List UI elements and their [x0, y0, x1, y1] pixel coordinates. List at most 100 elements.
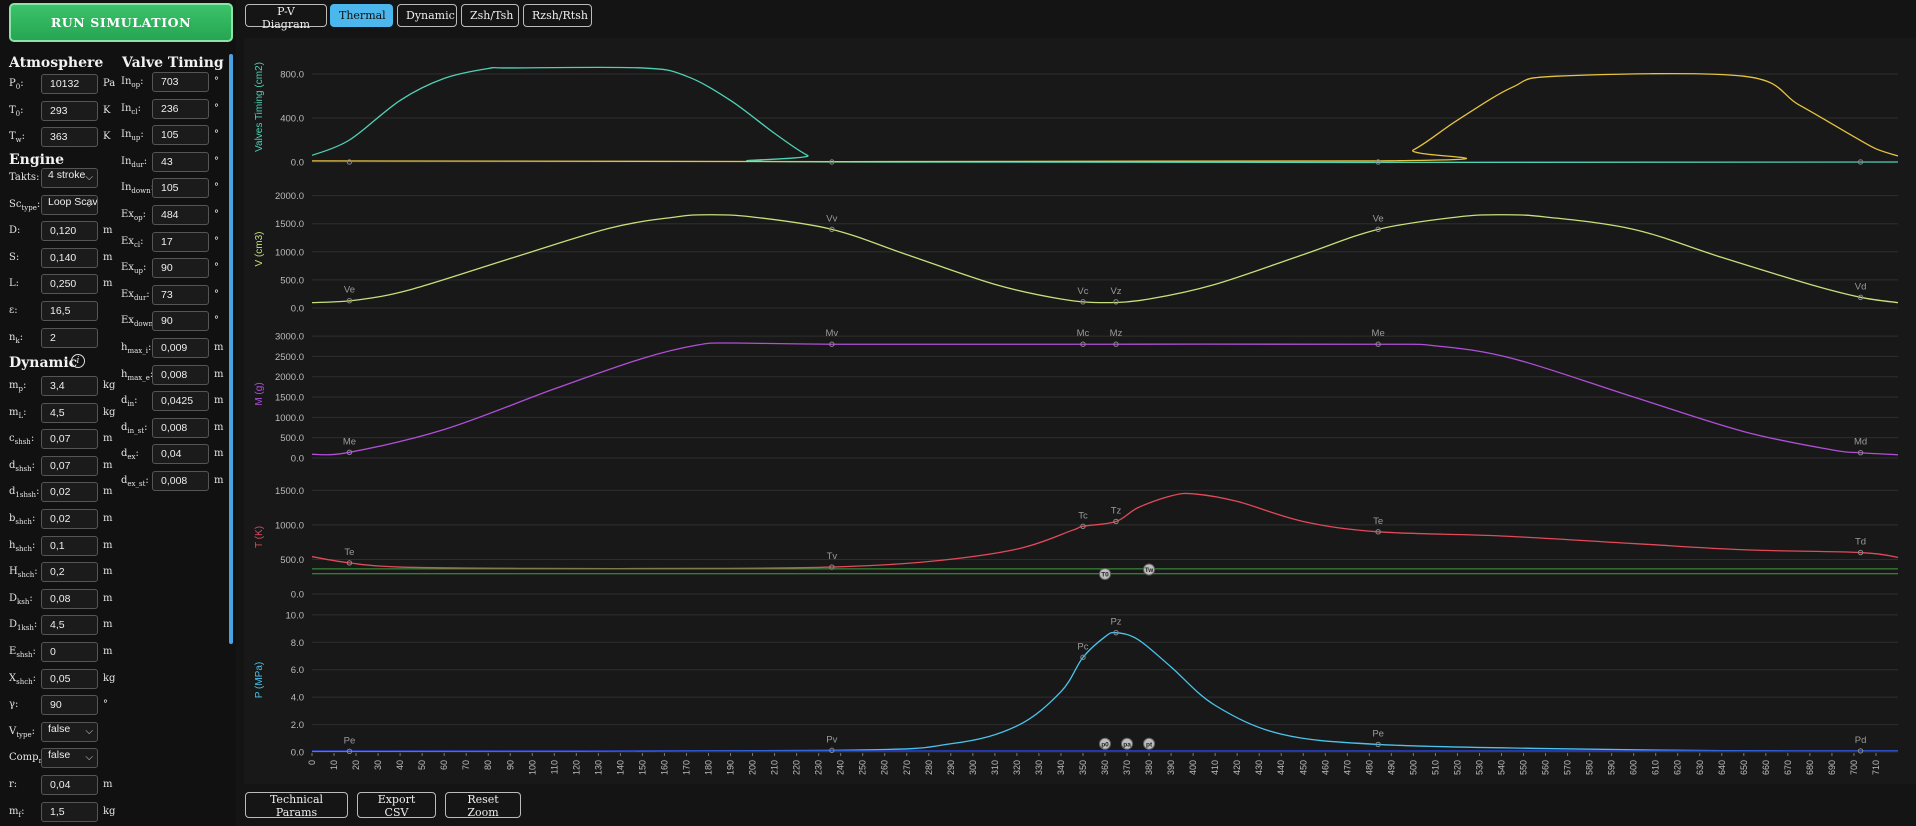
tab-zsh-tsh[interactable]: Zsh/Tsh: [461, 4, 519, 27]
param-input[interactable]: [41, 376, 98, 396]
tab-thermal[interactable]: Thermal: [330, 4, 393, 27]
param-input[interactable]: [152, 364, 209, 385]
param-input[interactable]: [41, 615, 98, 636]
x-tick-label: 200: [748, 760, 758, 775]
data-point-marker: [346, 748, 353, 755]
tab-rzsh-rtsh[interactable]: Rzsh/Rtsh: [523, 4, 592, 27]
param-input[interactable]: [152, 471, 209, 491]
param-input[interactable]: [41, 535, 98, 556]
data-point-marker: [1113, 299, 1119, 305]
param-input[interactable]: [41, 455, 98, 476]
param-input[interactable]: [41, 127, 98, 148]
param-subscript: cl: [133, 240, 141, 249]
param-subscript: shch: [15, 518, 32, 526]
point-label: Te: [344, 547, 354, 558]
param-input[interactable]: [152, 417, 209, 438]
param-input[interactable]: [41, 509, 98, 529]
x-tick-label: 210: [770, 760, 780, 775]
panel-scrollbar[interactable]: [229, 54, 233, 644]
export-csv-button[interactable]: Export CSV: [357, 792, 436, 819]
legend-badge[interactable]: [1121, 737, 1134, 750]
param-input[interactable]: [41, 402, 98, 423]
param-input[interactable]: [41, 588, 98, 609]
param-subscript: op: [133, 214, 143, 222]
x-tick-label: 90: [505, 760, 515, 770]
param-label: Takts:: [9, 172, 40, 183]
param-input[interactable]: [41, 247, 98, 268]
param-input[interactable]: [152, 72, 209, 92]
param-unit: m: [214, 368, 224, 380]
param-input[interactable]: [41, 668, 98, 689]
legend-badge[interactable]: [1099, 567, 1111, 580]
param-input[interactable]: [152, 258, 209, 279]
param-label: D1ksh:: [9, 619, 38, 633]
param-select[interactable]: 4 stroke ⌵: [41, 168, 98, 188]
technical-params-button[interactable]: Technical Params: [245, 792, 348, 819]
info-icon[interactable]: i: [71, 354, 85, 368]
param-input[interactable]: [41, 301, 98, 321]
x-tick-label: 670: [1783, 760, 1793, 775]
param-input[interactable]: [152, 284, 209, 305]
param-input[interactable]: [41, 801, 98, 822]
param-input[interactable]: [41, 327, 98, 348]
param-input[interactable]: [41, 482, 98, 503]
param-input[interactable]: [41, 74, 98, 94]
param-input[interactable]: [152, 311, 209, 332]
legend-badge[interactable]: [1143, 563, 1156, 576]
point-label: Pd: [1855, 735, 1867, 746]
param-unit: kg: [103, 805, 116, 817]
param-unit: °: [214, 76, 219, 87]
param-label: Inop:: [121, 76, 144, 89]
param-subscript: 1shsh: [15, 491, 37, 500]
y-axis-label: V (cm3): [254, 232, 265, 267]
param-input[interactable]: [152, 125, 209, 146]
param-input[interactable]: [41, 642, 98, 662]
tab-dynamic[interactable]: Dynamic: [397, 4, 457, 27]
param-input[interactable]: [152, 231, 209, 252]
x-tick-label: 180: [704, 760, 714, 775]
param-input[interactable]: [152, 338, 209, 358]
param-select[interactable]: Loop Scav ⌵: [41, 194, 98, 215]
point-label: Pc: [1077, 641, 1088, 652]
param-input[interactable]: [152, 205, 209, 225]
x-tick-label: 510: [1430, 760, 1440, 775]
x-tick-label: 250: [858, 760, 868, 775]
param-input[interactable]: [152, 98, 209, 119]
y-tick-label: 1500.0: [275, 219, 304, 230]
param-input[interactable]: [41, 274, 98, 295]
x-tick-label: 270: [902, 760, 912, 775]
param-select[interactable]: false ⌵: [41, 721, 98, 742]
x-tick-label: 320: [1012, 760, 1022, 775]
param-input[interactable]: [41, 562, 98, 583]
param-input[interactable]: [152, 391, 209, 412]
param-symbol: Ex: [121, 315, 134, 327]
run-simulation-button[interactable]: RUN SIMULATION: [9, 3, 233, 42]
thermal-chart-area[interactable]: 0.0 400.0 800.0 Valves Timing (cm2) 0.0 500.0…: [244, 38, 1916, 784]
param-label: Indur:: [121, 155, 148, 169]
param-input[interactable]: [41, 775, 98, 795]
legend-badge[interactable]: [1099, 737, 1111, 750]
chevron-down-icon: ⌵: [85, 752, 93, 764]
param-symbol: d: [9, 486, 16, 498]
param-input[interactable]: [152, 444, 209, 465]
reset-zoom-button[interactable]: Reset Zoom: [445, 792, 521, 819]
param-input[interactable]: [152, 178, 209, 199]
param-input[interactable]: [41, 429, 98, 450]
param-select[interactable]: false ⌵: [41, 748, 98, 769]
param-input[interactable]: [41, 221, 98, 242]
badge-label: pa: [1123, 741, 1131, 748]
param-input[interactable]: [152, 151, 209, 172]
param-value: false: [48, 722, 71, 735]
param-symbol: In: [121, 102, 132, 114]
tab-p-v-diagram[interactable]: P-V Diagram: [245, 4, 327, 31]
point-label: Tv: [827, 551, 838, 562]
y-tick-label: 500.0: [280, 275, 304, 286]
x-tick-label: 150: [637, 760, 647, 775]
param-label: dex:: [121, 448, 139, 462]
legend-badge[interactable]: [1143, 737, 1156, 750]
param-input[interactable]: [41, 695, 98, 716]
point-label: Vz: [1110, 286, 1121, 297]
param-input[interactable]: [41, 100, 98, 121]
x-tick-label: 700: [1849, 760, 1859, 775]
